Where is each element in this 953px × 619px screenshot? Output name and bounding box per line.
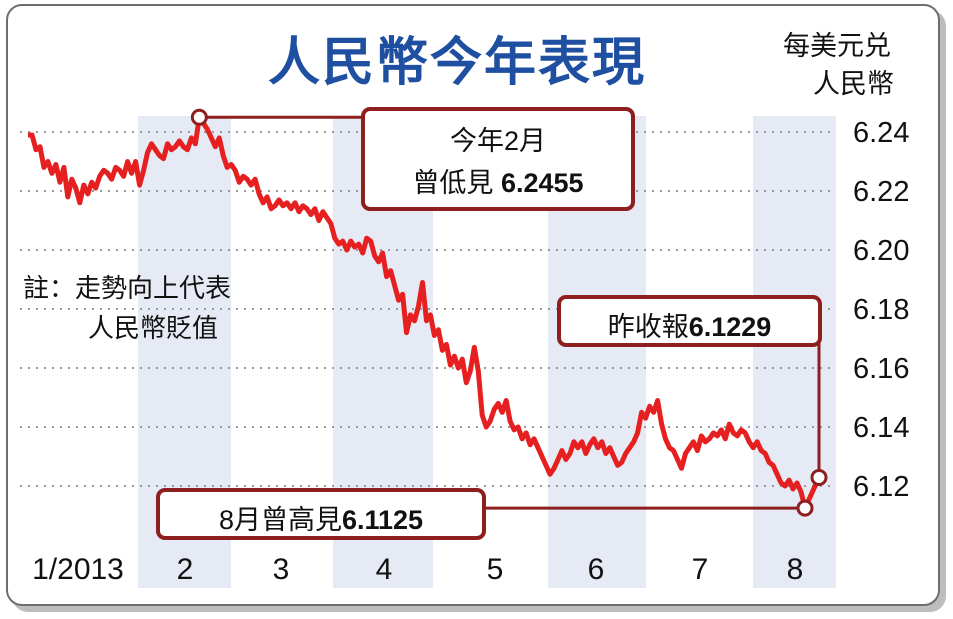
x-tick-label: 3 [273, 553, 290, 586]
x-tick-label: 6 [588, 553, 605, 586]
annotation-aug-prefix: 8月曾高見 [218, 505, 342, 535]
y-tick-label: 6.18 [853, 294, 909, 326]
annotation-aug-value: 6.1125 [341, 505, 424, 535]
note-line1: 註：走勢向上代表 [23, 273, 232, 303]
annotation-feb-prefix: 曾低見 [412, 168, 494, 198]
y-tick-label: 6.20 [853, 235, 909, 267]
y-tick-label: 6.14 [853, 412, 909, 444]
series-line [28, 114, 822, 511]
annotation-feb-line1: 今年2月 [449, 126, 547, 156]
marker-aug-high [796, 499, 814, 517]
annotation-feb-low: 今年2月 曾低見 6.2455 [361, 107, 635, 211]
annotation-yesterday-text: 昨收報6.1229 [561, 305, 818, 344]
x-tick-label: 4 [376, 553, 393, 586]
annotation-feb-line2: 曾低見 6.2455 [365, 161, 631, 200]
chart-frame: 6.24 6.22 6.20 6.18 6.16 6.14 6.12 1/2013 2 3 4 5 6… [6, 4, 940, 606]
marker-yesterday-close [810, 468, 828, 486]
marker-feb-low [190, 108, 208, 126]
y-tick-label: 6.16 [853, 353, 909, 385]
x-tick-label: 2 [177, 553, 194, 586]
annotation-yesterday-prefix: 昨收報 [607, 312, 689, 342]
y-tick-label: 6.12 [853, 471, 909, 503]
y-tick-label: 6.24 [853, 117, 909, 149]
annotation-yesterday-value: 6.1229 [688, 312, 772, 342]
annotation-aug-text: 8月曾高見6.1125 [160, 498, 482, 537]
y-tick-label: 6.22 [853, 176, 909, 208]
unit-label-line2: 人民幣 [813, 69, 894, 99]
annotation-aug-high: 8月曾高見6.1125 [156, 488, 486, 540]
annotation-feb-value: 6.2455 [500, 168, 584, 198]
chart-title: 人民幣今年表現 [268, 33, 647, 93]
unit-label-line1: 每美元兑 [783, 31, 891, 61]
x-tick-label: 5 [487, 553, 504, 586]
x-tick-label: 8 [787, 553, 804, 586]
month-stripe [753, 116, 836, 588]
annotation-yesterday-close: 昨收報6.1229 [557, 295, 822, 347]
note-line2: 人民幣貶值 [88, 313, 219, 343]
x-tick-label: 7 [692, 553, 709, 586]
x-tick-label: 1/2013 [32, 553, 124, 586]
